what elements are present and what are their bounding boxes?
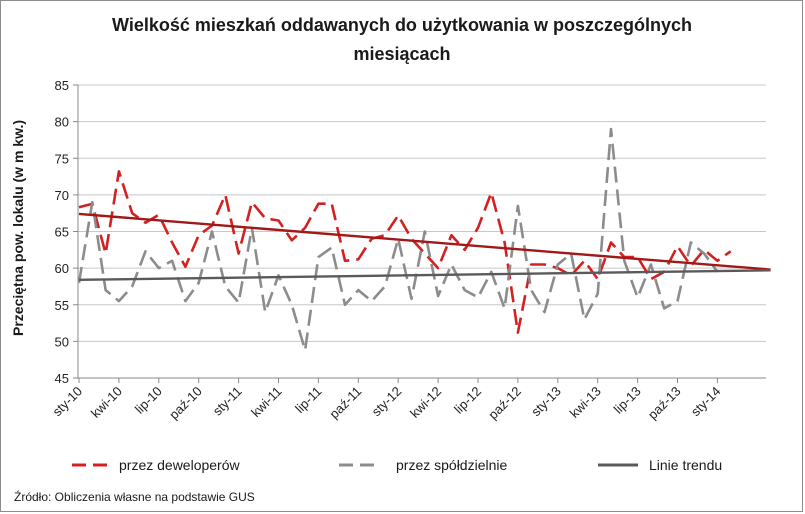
y-tick-label-80: 80 <box>55 115 69 130</box>
trend-line-developers <box>78 212 771 271</box>
y-tick-label-70: 70 <box>55 188 69 203</box>
x-tick-label-lip-10: lip-10 <box>132 384 165 417</box>
x-tick-label-sty-14: sty-14 <box>688 384 724 420</box>
data-series <box>77 127 732 352</box>
y-tick-label-75: 75 <box>55 151 69 166</box>
y-tick-labels: 45 50 55 60 65 70 75 80 85 <box>55 78 69 386</box>
series-line-developers <box>78 170 732 334</box>
x-tick-label-sty-10: sty-10 <box>49 384 85 420</box>
y-axis-label: Przeciętna pow. lokalu (w m kw.) <box>10 120 26 336</box>
x-tick-label-kwi-12: kwi-12 <box>407 384 444 421</box>
x-tick-label-lip-12: lip-12 <box>451 384 484 417</box>
x-tick-label-kwi-13: kwi-13 <box>567 384 604 421</box>
y-tick-label-60: 60 <box>55 261 69 276</box>
y-tick-label-65: 65 <box>55 225 69 240</box>
x-tick-label-lip-11: lip-11 <box>292 384 324 416</box>
x-tick-label-sty-13: sty-13 <box>528 384 564 420</box>
y-tick-label-55: 55 <box>55 298 69 313</box>
chart-title-line-1: Wielkość mieszkań oddawanych do użytkowa… <box>112 15 692 35</box>
y-tick-label-85: 85 <box>55 78 69 93</box>
x-tick-label-sty-12: sty-12 <box>369 384 405 420</box>
trend-lines <box>78 212 771 282</box>
x-tick-label-paź-12: paź-12 <box>485 384 524 423</box>
x-tick-label-paź-11: paź-11 <box>326 384 364 422</box>
source-note: Źródło: Obliczenia własne na podstawie G… <box>14 489 255 504</box>
trend-line-cooperatives <box>78 269 771 282</box>
legend: przez deweloperów przez spółdzielnie Lin… <box>72 457 722 473</box>
x-tick-labels: sty-10 kwi-10 lip-10 paź-10 sty-11 kwi-11 lip-… <box>49 384 723 423</box>
chart-title-line-2: miesiącach <box>353 44 450 64</box>
legend-label-developers: przez deweloperów <box>119 457 241 473</box>
legend-label-cooperatives: przez spółdzielnie <box>396 457 507 473</box>
legend-label-trend: Linie trendu <box>649 457 722 473</box>
x-tick-label-paź-10: paź-10 <box>166 384 205 423</box>
y-tick-label-45: 45 <box>55 371 69 386</box>
y-tick-label-50: 50 <box>55 334 69 349</box>
x-tick-label-kwi-10: kwi-10 <box>88 384 125 421</box>
series-line-cooperatives <box>77 127 719 352</box>
axes <box>73 84 766 383</box>
x-tick-label-kwi-11: kwi-11 <box>248 384 284 420</box>
x-tick-label-lip-13: lip-13 <box>611 384 644 417</box>
x-tick-label-paź-13: paź-13 <box>645 384 684 423</box>
x-tick-label-sty-11: sty-11 <box>210 384 245 419</box>
gridlines <box>78 84 766 342</box>
